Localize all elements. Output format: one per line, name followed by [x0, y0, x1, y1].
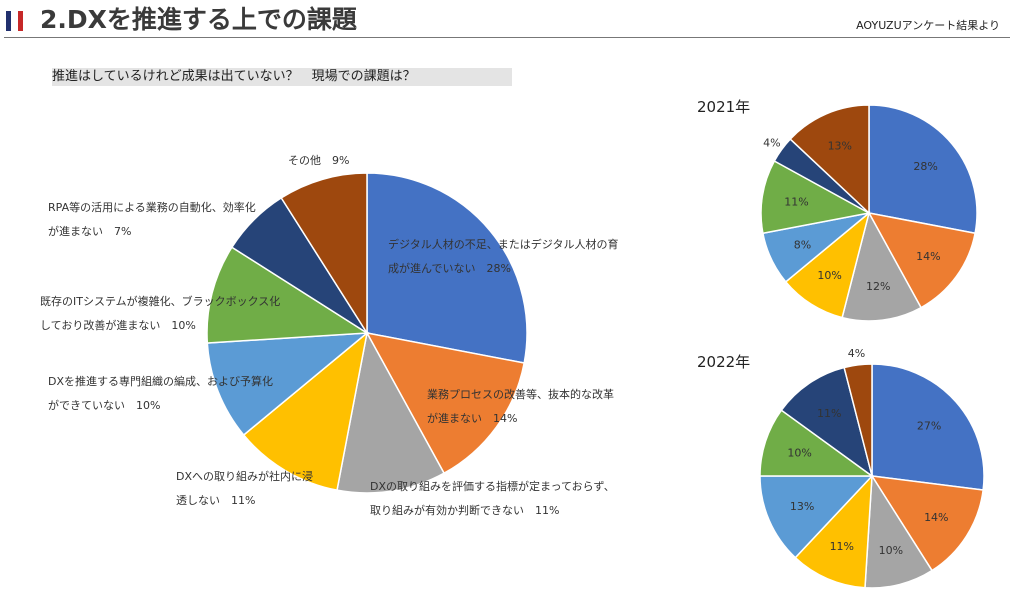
main-pie-label-1: デジタル人材の不足、またはデジタル人材の育成が進んでいない 28% — [388, 237, 619, 275]
pie-2021-pct-label-8: 13% — [828, 140, 852, 153]
pie-2021-pct-label-5: 8% — [794, 238, 811, 251]
pie-2022-slice-7 — [780, 366, 874, 478]
main-pie-label-5: DXを推進する専門組織の編成、および予算化ができていない 10% — [48, 374, 273, 412]
pie-2021-slice-6 — [760, 159, 872, 235]
pie-2022-slice-8 — [843, 363, 873, 477]
pie-2022-pct-label-2: 14% — [924, 511, 948, 524]
main-pie-label-4: DXへの取り組みが社内に浸透しない 11% — [176, 469, 313, 507]
main-pie-slice-3 — [336, 330, 446, 494]
pie-2022-pct-label-5: 13% — [790, 500, 814, 513]
pie-2021-slice-1 — [868, 104, 978, 235]
flag-stripe-white — [12, 11, 17, 31]
main-pie-label-2: 業務プロセスの改善等、抜本的な改革が進まない 14% — [427, 387, 614, 425]
pie-2022-slice-1 — [871, 363, 985, 491]
pie-2021-slice-8 — [789, 104, 870, 215]
page-title: 2.DXを推進する上での課題 — [40, 5, 357, 34]
source-note: AOYUZUアンケート結果より — [856, 19, 1000, 32]
main-pie-label-3: DXの取り組みを評価する指標が定まっておらず、取り組みが有効か判断できない 11… — [370, 479, 615, 517]
pie-2021-slice-3 — [841, 210, 923, 322]
pie-2021-pct-label-3: 12% — [866, 280, 890, 293]
main-pie-label-8: その他 9% — [288, 154, 349, 167]
pie-2021-pct-label-4: 10% — [817, 269, 841, 282]
pie-2022-pct-label-3: 10% — [879, 544, 903, 557]
main-pie-slice-1 — [366, 172, 528, 364]
title-divider — [4, 37, 1010, 38]
main-pie-slice-4 — [242, 331, 369, 492]
pie-2021-pct-label-2: 14% — [916, 250, 940, 263]
pie-2022-pct-label-1: 27% — [917, 420, 941, 433]
main-pie-label-7: RPA等の活用による業務の自動化、効率化が進まない 7% — [48, 200, 256, 238]
pie-2022-slice-4 — [794, 473, 873, 589]
main-pie-label-6: 既存のITシステムが複雑化、ブラックボックス化しており改善が進まない 10% — [40, 294, 280, 332]
pie-2021-pct-label-1: 28% — [913, 160, 937, 173]
flag-stripe-red — [18, 11, 23, 31]
pie-2021-pct-label-7: 4% — [763, 137, 780, 150]
main-pie-slice-2 — [365, 331, 526, 475]
pie-2021-slice-2 — [867, 211, 976, 309]
pie-2021-pct-label-6: 11% — [784, 196, 808, 209]
pie-2022-pct-label-7: 11% — [817, 407, 841, 420]
pie-2022-pct-label-4: 11% — [830, 540, 854, 553]
question-banner: 推進はしているけれど成果は出ていない？ 現場での課題は？ — [52, 68, 512, 86]
flag-stripe-navy — [6, 11, 11, 31]
main-pie-slice-5 — [206, 332, 370, 437]
pie-2022-slice-2 — [870, 475, 984, 572]
main-pie-slice-8 — [280, 172, 368, 336]
year-label-2022: 2022年 — [697, 353, 751, 371]
pie-2022-pct-label-8: 4% — [848, 347, 865, 360]
pie-2022-slice-5 — [759, 475, 874, 559]
year-label-2021: 2021年 — [697, 98, 751, 116]
pie-2022-pct-label-6: 10% — [787, 447, 811, 460]
main-pie-slice-6 — [206, 246, 370, 344]
